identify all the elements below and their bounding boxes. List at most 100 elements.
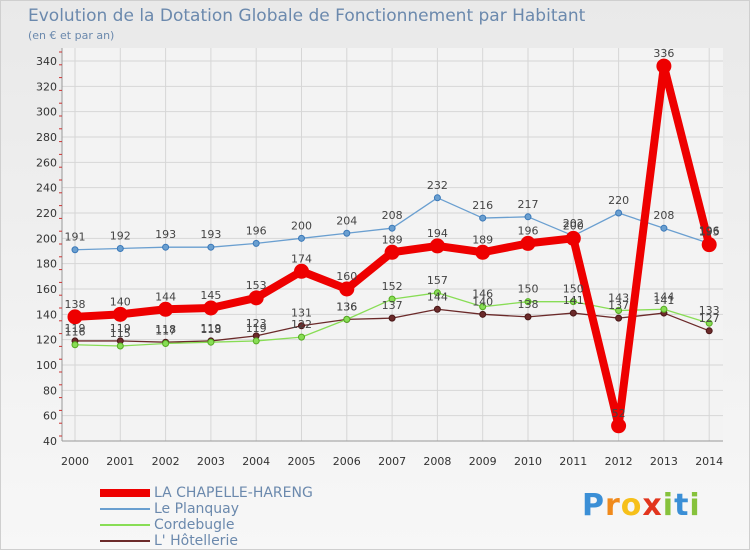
series-2-point-2014 [705,319,713,327]
x-tick-label-2014: 2014 [695,455,723,468]
series-1-label-2011: 202 [563,217,584,230]
x-tick-label-2004: 2004 [242,455,270,468]
legend-swatch-2 [100,524,150,526]
chart-title: Evolution de la Dotation Globale de Fonc… [28,6,586,26]
series-0-label-2002: 144 [155,290,176,303]
proxiti-letter: i [689,488,701,523]
series-3-point-2005 [298,322,305,330]
series-2-label-2013: 144 [653,290,674,303]
proxiti-letter: x [642,488,663,523]
series-0-point-2000 [67,309,83,325]
proxiti-letter: r [605,488,621,523]
series-3-point-2011 [569,309,577,317]
legend-label-1: Le Planquay [154,501,240,517]
series-1-point-2008 [433,194,441,202]
x-tick-label-2002: 2002 [152,455,180,468]
series-1-point-2000 [71,246,79,254]
series-1-point-2007 [388,224,396,232]
series-2-point-2013 [660,305,668,313]
series-3-label-2001: 119 [110,322,131,335]
series-0-label-2014: 195 [699,226,720,239]
series-0-label-2000: 138 [65,298,86,311]
series-1-label-2008: 232 [427,179,448,192]
series-3-label-2007: 137 [382,299,403,312]
y-tick-label-300: 300 [36,106,57,119]
series-1-label-2002: 193 [155,228,176,241]
series-2-label-2012: 143 [608,292,629,305]
series-1-label-2006: 204 [336,214,357,227]
series-1-point-2009 [479,214,487,222]
series-2-label-2007: 152 [382,280,403,293]
series-0-point-2012 [611,418,627,434]
series-2-point-2012 [615,307,623,315]
series-0-label-2011: 200 [563,219,584,232]
series-3-point-2014 [705,327,713,335]
legend-swatch-1 [100,508,150,510]
series-2-point-2001 [116,342,124,350]
series-3-point-2010 [524,313,532,321]
series-0-point-2006 [339,281,355,297]
series-1-label-2004: 196 [246,224,267,237]
legend-swatch-0 [100,489,150,497]
proxiti-letter: i [662,488,675,523]
series-2-label-2008: 157 [427,274,448,287]
series-0-point-2008 [429,238,445,254]
series-2-label-2009: 146 [472,288,493,301]
legend-swatch-3 [100,540,150,542]
y-tick-label-80: 80 [43,384,57,397]
y-tick-label-220: 220 [36,207,57,220]
series-1-point-2012 [615,209,623,217]
series-3-label-2006: 136 [336,300,357,313]
y-tick-label-140: 140 [36,308,57,321]
series-2-point-2003 [207,338,215,346]
x-tick-label-2009: 2009 [469,455,497,468]
series-3-label-2004: 123 [246,317,267,330]
series-1-point-2002 [162,243,170,251]
proxiti-logo: Proxiti [582,488,701,523]
proxiti-letter: P [582,488,605,523]
y-tick-label-260: 260 [36,156,57,169]
x-tick-label-2000: 2000 [61,455,89,468]
series-0-label-2010: 196 [518,224,539,237]
series-0-label-2001: 140 [110,295,131,308]
series-2-label-2006: 136 [336,300,357,313]
series-1-label-2005: 200 [291,219,312,232]
y-tick-label-120: 120 [36,334,57,347]
series-0-label-2008: 194 [427,227,448,240]
series-2-point-2005 [298,333,305,341]
x-tick-label-2013: 2013 [650,455,678,468]
series-2-point-2010 [524,298,532,306]
series-2-label-2002: 117 [155,324,176,337]
series-2-label-2004: 119 [246,322,267,335]
y-tick-label-60: 60 [43,410,57,423]
y-tick-label-320: 320 [36,80,57,93]
series-2-label-2011: 150 [563,283,584,296]
series-0-label-2007: 189 [382,233,403,246]
chart-subtitle: (en € et par an) [28,29,115,42]
x-tick-label-2011: 2011 [559,455,587,468]
series-1-point-2006 [343,229,351,237]
series-1-point-2004 [252,239,260,247]
series-2-label-2014: 133 [699,304,720,317]
series-0-label-2006: 160 [336,270,357,283]
series-1-point-2003 [207,243,215,251]
series-0-point-2010 [520,235,536,251]
series-2-label-2001: 115 [110,327,131,340]
series-2-point-2011 [569,298,577,306]
series-0-label-2003: 145 [200,289,221,302]
x-tick-label-2005: 2005 [288,455,316,468]
series-3-label-2005: 131 [291,307,312,320]
series-1-point-2005 [298,234,305,242]
series-0-label-2013: 336 [653,47,674,60]
series-0-point-2013 [656,58,672,74]
series-0-point-2004 [248,290,264,306]
series-1-label-2003: 193 [200,228,221,241]
series-0-point-2002 [158,301,174,317]
series-0-label-2004: 153 [246,279,267,292]
series-3-label-2008: 144 [427,290,448,303]
series-1-point-2010 [524,213,532,221]
series-2-point-2009 [479,303,487,311]
y-tick-label-280: 280 [36,131,57,144]
y-tick-label-240: 240 [36,182,57,195]
